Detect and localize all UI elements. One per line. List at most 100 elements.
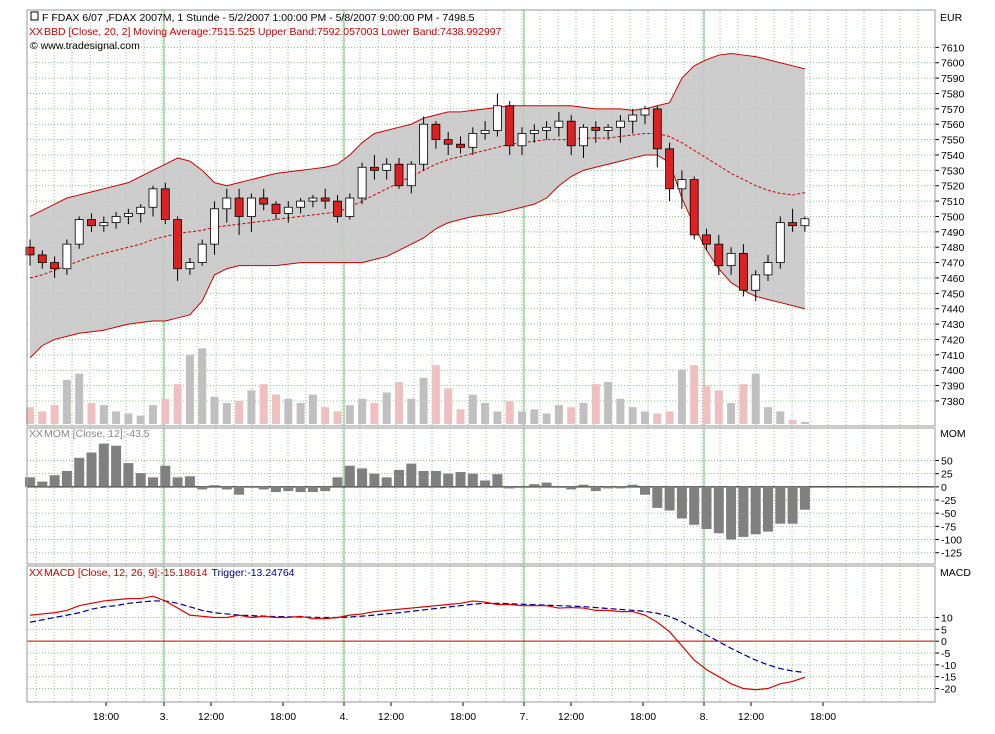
candle-body (296, 200, 306, 208)
volume-bar (62, 379, 71, 424)
mom-bar (406, 463, 417, 487)
mom-bar (504, 486, 515, 489)
mom-bar (467, 473, 478, 487)
mom-bar (418, 471, 429, 487)
volume-bar (481, 403, 490, 424)
x-tick-label: 12:00 (198, 711, 224, 723)
x-tick-label: 18:00 (270, 711, 296, 723)
price-tick-label: 7410 (941, 350, 965, 362)
mom-tick-label: 50 (941, 455, 953, 467)
candle-body (283, 206, 293, 214)
volume-bar (272, 394, 280, 424)
macd-value: -15.18614 (160, 567, 207, 579)
candle-body (87, 219, 96, 227)
price-tick-label: 7510 (941, 196, 965, 208)
price-tick-label: 7570 (941, 104, 965, 116)
candle-body (579, 126, 588, 147)
candle-body (136, 206, 146, 214)
momentum-bars (25, 443, 935, 540)
candle-body (616, 120, 625, 128)
price-tick-label: 7470 (941, 258, 965, 270)
candle-body (259, 197, 269, 205)
volume-bar (210, 396, 219, 424)
panel-frame (26, 565, 936, 703)
candle-body (111, 216, 121, 224)
volume-bar (296, 403, 305, 424)
candle-body (357, 166, 367, 199)
mom-value: -43.5 (126, 428, 150, 440)
mom-bar (443, 473, 454, 487)
candle-body (542, 126, 551, 131)
mom-bar (246, 486, 257, 488)
price-tick-label: 7490 (941, 227, 965, 239)
volume-bar (518, 411, 526, 424)
price-tick-label: 7400 (941, 365, 965, 377)
macd-legend: MACD [Close, 12, 26, 9]:-15.18614 Trigger… (44, 567, 295, 579)
mom-bar (172, 477, 183, 487)
macd-unit-label: MACD (940, 567, 971, 579)
volume-bar (419, 377, 428, 424)
mom-tick-label: -75 (941, 521, 956, 533)
candle-body (25, 246, 35, 256)
mom-bar (640, 486, 650, 495)
volume-bar (542, 413, 551, 424)
candlesticks[interactable] (25, 93, 810, 302)
volume-bar (284, 398, 293, 424)
candle-body (222, 197, 232, 210)
trigger-line (29, 600, 805, 674)
volume-bar (604, 382, 613, 424)
price-tick-label: 7450 (941, 288, 965, 300)
volume-bar (75, 373, 84, 424)
mom-bar (590, 486, 601, 492)
volume-bar (173, 384, 182, 424)
candle-body (271, 203, 281, 214)
mom-bar (713, 486, 724, 534)
mom-bar (517, 486, 527, 488)
mom-bar (578, 484, 589, 487)
mom-legend: MOM [Close, 12]:-43.5 (44, 428, 150, 440)
mom-bar (221, 486, 232, 490)
x-tick-label: 12:00 (558, 711, 584, 723)
macd-tick-label: -20 (941, 684, 956, 696)
mom-bar (664, 486, 675, 511)
mom-bar (49, 475, 60, 487)
price-unit-label: EUR (940, 12, 963, 24)
candle-body (468, 133, 478, 148)
candle-body (369, 166, 379, 171)
volume-bar (579, 403, 588, 424)
x-tick-label: 18:00 (810, 711, 836, 723)
x-tick-label: 3. (160, 711, 169, 723)
mom-bar (750, 486, 761, 535)
series-checkbox-icon[interactable] (30, 11, 39, 21)
volume-bar (333, 411, 342, 424)
candle-body (210, 208, 219, 245)
volume-bar (235, 400, 244, 424)
mom-bar (689, 486, 700, 525)
mom-bar (701, 486, 712, 529)
macd-lines (27, 595, 935, 691)
volume-bar (702, 386, 711, 424)
volume-bar (776, 411, 785, 424)
mom-bar (455, 472, 466, 487)
volume-bar (739, 384, 748, 424)
candle-body (517, 133, 527, 147)
mom-bar (74, 457, 85, 487)
mom-bar (492, 474, 503, 487)
volume-bar (800, 421, 809, 424)
volume-bar (530, 409, 539, 424)
candle-body (197, 243, 207, 263)
volume-bar (38, 411, 47, 424)
mom-tick-label: 25 (941, 469, 953, 481)
macd-name: MACD [Close, 12, 26, 9] (44, 567, 157, 579)
x-tick-label: 7. (520, 711, 529, 723)
candle-body (640, 108, 650, 116)
mom-bar (430, 471, 441, 487)
candle-body (763, 262, 773, 276)
price-tick-label: 7500 (941, 211, 965, 223)
mom-tick-label: -50 (941, 508, 956, 520)
volume-bar (321, 407, 330, 424)
volume-bar (112, 411, 121, 424)
volume-bar (653, 413, 662, 424)
volume-bar (124, 413, 133, 424)
